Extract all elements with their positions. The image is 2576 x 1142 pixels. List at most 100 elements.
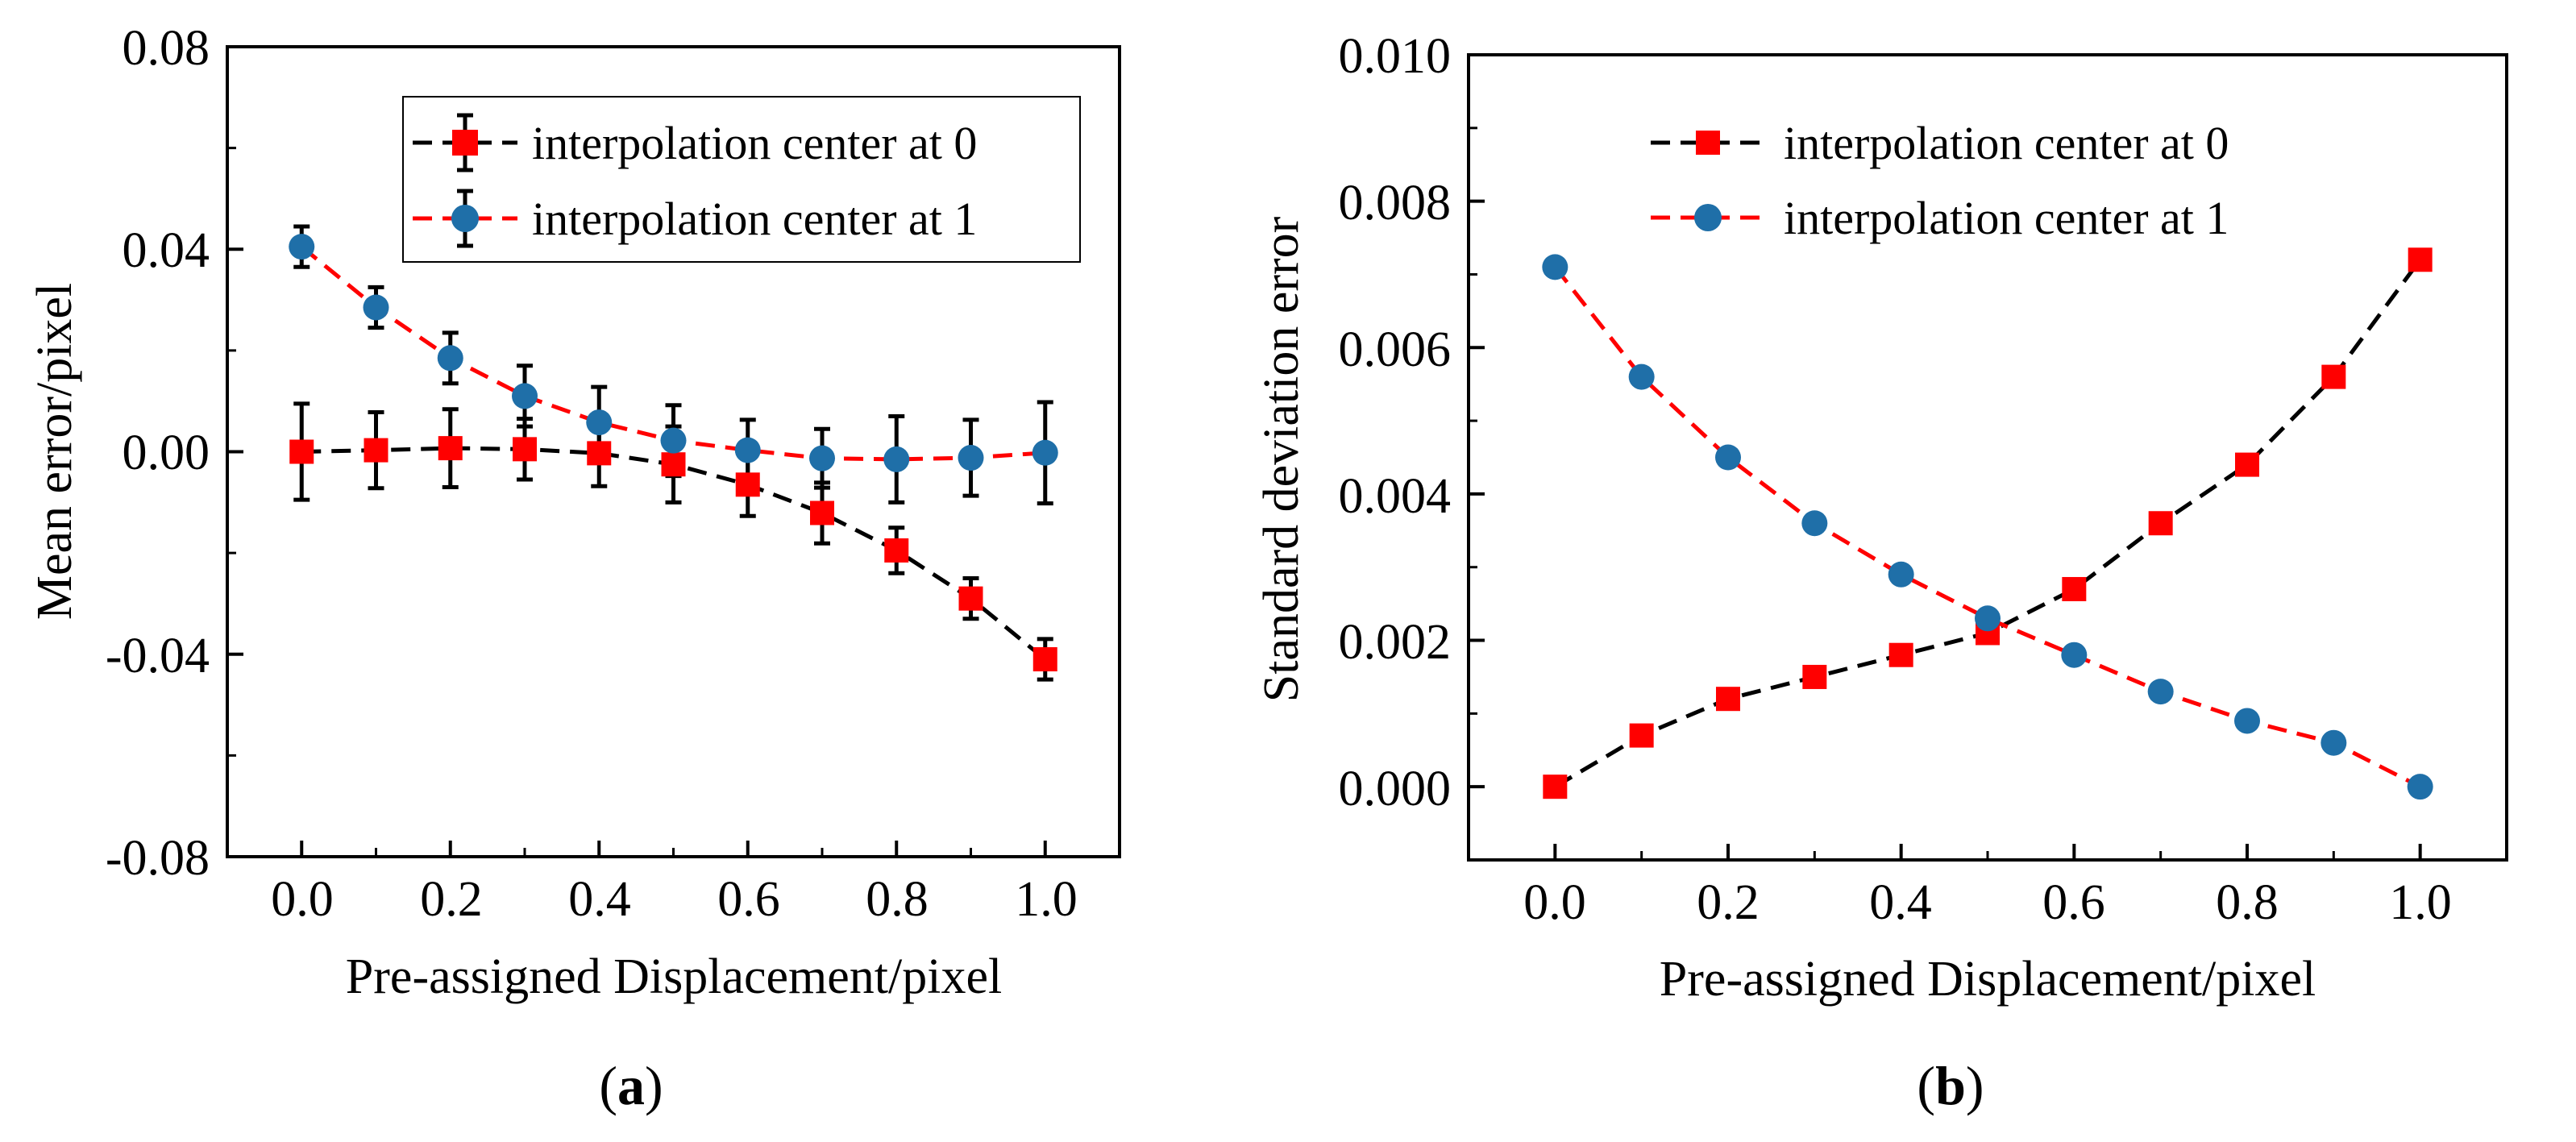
panel-b-ytick-label: 0.002	[1339, 615, 1452, 670]
panel-b: 0.000 0.002 0.004 0.006 0.008 0.010 0.0 …	[1254, 29, 2508, 1116]
series-2-point	[2234, 708, 2260, 734]
panel-b-xtick-label: 1.0	[2389, 875, 2452, 930]
series-2-point	[289, 234, 315, 260]
panel-a-xtick-labels: 0.0 0.2 0.4 0.6 0.8 1.0	[271, 872, 1078, 927]
series-2-point	[1542, 254, 1568, 280]
series-1-point	[364, 438, 388, 463]
panel-b-legend-label: interpolation center at 0	[1784, 117, 2229, 169]
series-2-point	[734, 437, 761, 463]
panel-a-ytick-label: 0.08	[123, 21, 210, 76]
panel-b-ytick-label: 0.000	[1339, 762, 1452, 816]
panel-a-xtick-label: 0.6	[717, 872, 780, 927]
panel-b-ytick-label: 0.004	[1339, 469, 1452, 524]
series-2-point	[363, 294, 389, 321]
panel-a-legend-entry: interpolation center at 1	[413, 189, 977, 248]
panel-label-letter: b	[1935, 1055, 1966, 1116]
series-2-point	[512, 383, 538, 409]
series-1-point	[1032, 647, 1057, 672]
series-1-point	[2321, 364, 2346, 389]
series-2-point	[1715, 444, 1741, 471]
series-1-point	[661, 452, 686, 477]
panel-label-paren: (	[1917, 1055, 1935, 1116]
panel-b-xtick-label: 0.0	[1523, 875, 1586, 930]
panel-a-ytick-labels: 0.08 0.04 0.00 -0.04 -0.08	[106, 21, 210, 886]
series-1-point	[2235, 452, 2259, 477]
series-1-point	[1629, 723, 1654, 748]
series-1-point	[958, 586, 983, 611]
series-2-point	[2147, 679, 2174, 705]
series-2-point	[1888, 561, 1914, 588]
panel-a-y-axis-title: Mean error/pixel	[27, 283, 82, 620]
panel-a-ytick-label: 0.00	[123, 426, 210, 480]
panel-b-xtick-label: 0.6	[2042, 875, 2105, 930]
series-1-point	[2148, 511, 2173, 536]
series-2-point	[883, 446, 910, 472]
panel-a-legend: interpolation center at 0 interpolation …	[402, 96, 1081, 263]
series-1-point	[2408, 247, 2433, 272]
panel-b-label: (b)	[1917, 1055, 1984, 1116]
panel-a-legend-label: interpolation center at 1	[532, 193, 977, 245]
series-2-point	[586, 409, 613, 436]
series-1-point	[884, 538, 909, 563]
series-1-line	[1554, 258, 2422, 789]
panel-a-ytick-label: -0.04	[106, 629, 210, 683]
series-1-point	[289, 439, 314, 464]
panel-b-y-axis-title: Standard deviation error	[1254, 216, 1309, 702]
series-2-point	[2320, 729, 2347, 756]
panel-a-xtick-label: 0.2	[420, 872, 483, 927]
series-2-point	[660, 427, 687, 454]
panel-a-label: (a)	[599, 1055, 663, 1116]
series-2-point	[809, 445, 835, 471]
series-1-point	[1543, 774, 1568, 799]
series-2-point	[1032, 439, 1058, 466]
series-1-point	[2062, 576, 2087, 601]
panel-a-xtick-label: 1.0	[1015, 872, 1078, 927]
panel-a: 0.08 0.04 0.00 -0.04 -0.08 0.0 0.2 0.4 0…	[27, 21, 1121, 1116]
panel-b-ytick-labels: 0.000 0.002 0.004 0.006 0.008 0.010	[1339, 29, 1452, 816]
panel-a-xtick-label: 0.4	[568, 872, 631, 927]
series-1-point	[810, 500, 834, 525]
series-1-point	[735, 472, 760, 497]
legend-marker-circle	[1694, 204, 1722, 231]
series-1-point	[1802, 664, 1827, 689]
panel-b-legend-entry: interpolation center at 1	[1651, 192, 2229, 244]
panel-a-xtick-marks	[226, 841, 1121, 857]
series-2-point	[2407, 774, 2433, 800]
panel-b-legend-label: interpolation center at 1	[1784, 192, 2229, 244]
panel-b-ytick-marks	[1469, 53, 1485, 789]
panel-label-letter: a	[617, 1055, 645, 1116]
panel-b-ytick-label: 0.006	[1339, 322, 1452, 377]
panel-b-xtick-labels: 0.0 0.2 0.4 0.6 0.8 1.0	[1523, 875, 2452, 930]
series-2-point	[958, 445, 984, 471]
series-2-point	[1628, 363, 1655, 390]
series-2-point	[1975, 605, 2001, 632]
legend-marker-square	[1696, 131, 1720, 155]
panel-b-xtick-label: 0.2	[1697, 875, 1760, 930]
panel-b-x-axis-title: Pre-assigned Displacement/pixel	[1660, 952, 2316, 1007]
panel-a-ytick-marks	[227, 45, 243, 858]
panel-b-xtick-label: 0.4	[1869, 875, 1932, 930]
panel-a-legend-label: interpolation center at 0	[532, 117, 977, 169]
panel-label-paren: )	[645, 1055, 663, 1116]
legend-marker-circle	[451, 205, 479, 232]
series-1-point	[513, 437, 537, 462]
series-2-point	[1801, 510, 1828, 537]
panel-a-legend-box	[402, 96, 1081, 263]
series-2-point	[437, 345, 463, 372]
series-1-point	[587, 441, 612, 466]
series-1-point	[1888, 642, 1913, 667]
panel-label-paren: (	[599, 1055, 617, 1116]
series-1-point	[438, 436, 463, 461]
series-2-line	[1553, 265, 2421, 789]
panel-b-legend: interpolation center at 0 interpolation …	[1651, 117, 2229, 244]
panel-b-xtick-label: 0.8	[2216, 875, 2279, 930]
panel-a-xtick-label: 0.0	[271, 872, 334, 927]
panel-a-legend-entry: interpolation center at 0	[413, 113, 977, 172]
panel-a-ytick-label: 0.04	[123, 223, 210, 278]
panel-b-ytick-label: 0.010	[1339, 29, 1452, 84]
panel-a-series	[289, 224, 1058, 682]
panel-b-legend-entry: interpolation center at 0	[1651, 117, 2229, 169]
panel-b-series	[1542, 247, 2433, 800]
series-1-point	[1716, 687, 1740, 712]
